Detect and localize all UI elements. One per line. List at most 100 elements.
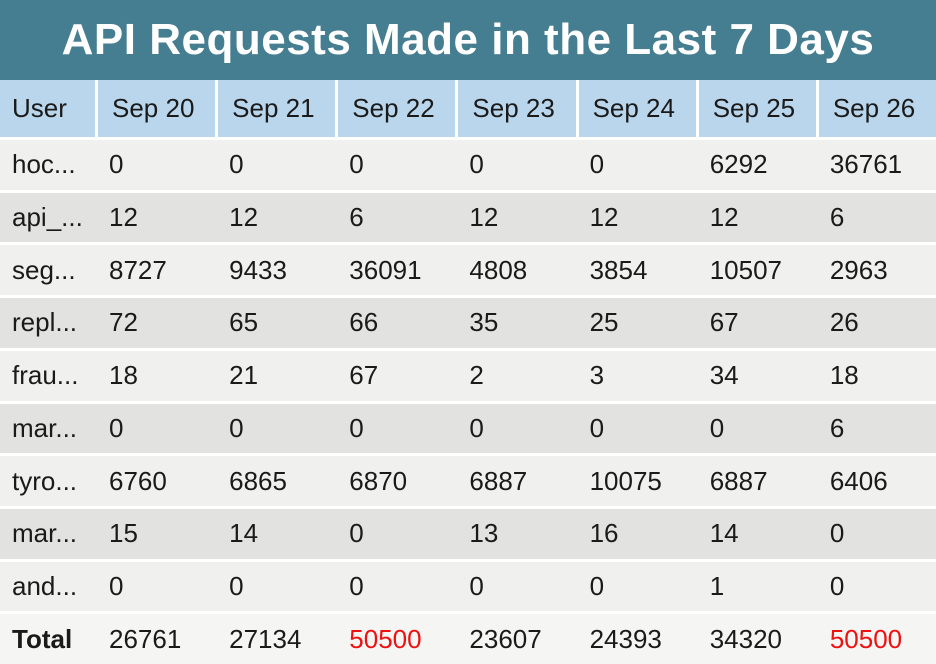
value-cell: 65 <box>215 298 336 348</box>
column-header-date: Sep 26 <box>815 80 936 137</box>
value-cell: 10075 <box>575 456 696 506</box>
value-cell: 35 <box>455 298 576 348</box>
column-header-date: Sep 22 <box>335 80 456 137</box>
user-cell: tyro... <box>0 456 95 506</box>
total-value-cell: 27134 <box>215 614 336 664</box>
column-header-user: User <box>0 80 95 137</box>
value-cell: 15 <box>95 508 216 559</box>
value-cell: 0 <box>575 403 696 454</box>
value-cell: 0 <box>455 561 576 612</box>
column-header-date: Sep 20 <box>95 80 216 137</box>
value-cell: 34 <box>695 350 816 401</box>
page-title: API Requests Made in the Last 7 Days <box>61 15 875 64</box>
value-cell: 0 <box>695 403 816 454</box>
table-row: seg... 8727 9433 36091 4808 3854 10507 2963 <box>0 242 936 296</box>
value-cell: 9433 <box>215 245 336 296</box>
value-cell: 0 <box>95 140 216 190</box>
value-cell: 0 <box>575 561 696 612</box>
value-cell: 0 <box>335 561 456 612</box>
value-cell: 72 <box>95 298 216 348</box>
value-cell: 3 <box>575 350 696 401</box>
value-cell: 0 <box>455 403 576 454</box>
value-cell: 0 <box>335 508 456 559</box>
table-row: mar... 15 14 0 13 16 14 0 <box>0 505 936 559</box>
user-cell: api_... <box>0 192 95 243</box>
value-cell: 66 <box>335 298 456 348</box>
value-cell: 2 <box>455 350 576 401</box>
value-cell: 0 <box>215 403 336 454</box>
table-row: repl... 72 65 66 35 25 67 26 <box>0 295 936 348</box>
user-cell: mar... <box>0 508 95 559</box>
value-cell: 12 <box>215 192 336 243</box>
value-cell: 10507 <box>695 245 816 296</box>
value-cell: 67 <box>335 350 456 401</box>
table-row: and... 0 0 0 0 0 1 0 <box>0 558 936 612</box>
value-cell: 26 <box>815 298 936 348</box>
total-value-cell: 24393 <box>575 614 696 664</box>
value-cell: 6870 <box>335 456 456 506</box>
value-cell: 6406 <box>815 456 936 506</box>
value-cell: 12 <box>575 192 696 243</box>
user-cell: hoc... <box>0 140 95 190</box>
value-cell: 0 <box>95 403 216 454</box>
api-requests-table: User Sep 20 Sep 21 Sep 22 Sep 23 Sep 24 Sep 25… <box>0 80 936 664</box>
user-cell: seg... <box>0 245 95 296</box>
table-body: hoc... 0 0 0 0 0 6292 36761 api_... 12 12 6 12 12 12 6 s… <box>0 137 936 664</box>
value-cell: 0 <box>335 403 456 454</box>
user-cell: mar... <box>0 403 95 454</box>
table-row: tyro... 6760 6865 6870 6887 10075 6887 6406 <box>0 453 936 506</box>
column-header-date: Sep 25 <box>695 80 816 137</box>
user-cell: and... <box>0 561 95 612</box>
value-cell: 18 <box>815 350 936 401</box>
value-cell: 18 <box>95 350 216 401</box>
total-value-cell: 34320 <box>695 614 816 664</box>
value-cell: 13 <box>455 508 576 559</box>
title-bar: API Requests Made in the Last 7 Days <box>0 0 936 80</box>
value-cell: 6 <box>815 192 936 243</box>
value-cell: 6887 <box>455 456 576 506</box>
user-cell: frau... <box>0 350 95 401</box>
value-cell: 3854 <box>575 245 696 296</box>
value-cell: 1 <box>695 561 816 612</box>
value-cell: 0 <box>335 140 456 190</box>
table-row: hoc... 0 0 0 0 0 6292 36761 <box>0 137 936 190</box>
value-cell: 36761 <box>815 140 936 190</box>
table-total-row: Total 26761 27134 50500 23607 24393 34320 50500 <box>0 611 936 664</box>
total-value-cell: 50500 <box>815 614 936 664</box>
value-cell: 4808 <box>455 245 576 296</box>
total-value-cell: 26761 <box>95 614 216 664</box>
value-cell: 6292 <box>695 140 816 190</box>
value-cell: 12 <box>695 192 816 243</box>
value-cell: 6887 <box>695 456 816 506</box>
value-cell: 0 <box>95 561 216 612</box>
user-cell: repl... <box>0 298 95 348</box>
value-cell: 6 <box>335 192 456 243</box>
column-header-date: Sep 24 <box>575 80 696 137</box>
total-label-cell: Total <box>0 614 95 664</box>
table-row: mar... 0 0 0 0 0 0 6 <box>0 400 936 454</box>
value-cell: 6865 <box>215 456 336 506</box>
total-value-cell: 50500 <box>335 614 456 664</box>
value-cell: 6 <box>815 403 936 454</box>
value-cell: 0 <box>815 561 936 612</box>
value-cell: 0 <box>215 561 336 612</box>
value-cell: 12 <box>95 192 216 243</box>
value-cell: 14 <box>695 508 816 559</box>
value-cell: 0 <box>815 508 936 559</box>
value-cell: 25 <box>575 298 696 348</box>
value-cell: 0 <box>455 140 576 190</box>
column-header-date: Sep 21 <box>215 80 336 137</box>
total-value-cell: 23607 <box>455 614 576 664</box>
table-header-row: User Sep 20 Sep 21 Sep 22 Sep 23 Sep 24 Sep 25… <box>0 80 936 137</box>
value-cell: 8727 <box>95 245 216 296</box>
value-cell: 2963 <box>815 245 936 296</box>
value-cell: 21 <box>215 350 336 401</box>
value-cell: 16 <box>575 508 696 559</box>
value-cell: 0 <box>575 140 696 190</box>
value-cell: 67 <box>695 298 816 348</box>
value-cell: 14 <box>215 508 336 559</box>
value-cell: 6760 <box>95 456 216 506</box>
value-cell: 0 <box>215 140 336 190</box>
value-cell: 36091 <box>335 245 456 296</box>
table-row: api_... 12 12 6 12 12 12 6 <box>0 189 936 243</box>
